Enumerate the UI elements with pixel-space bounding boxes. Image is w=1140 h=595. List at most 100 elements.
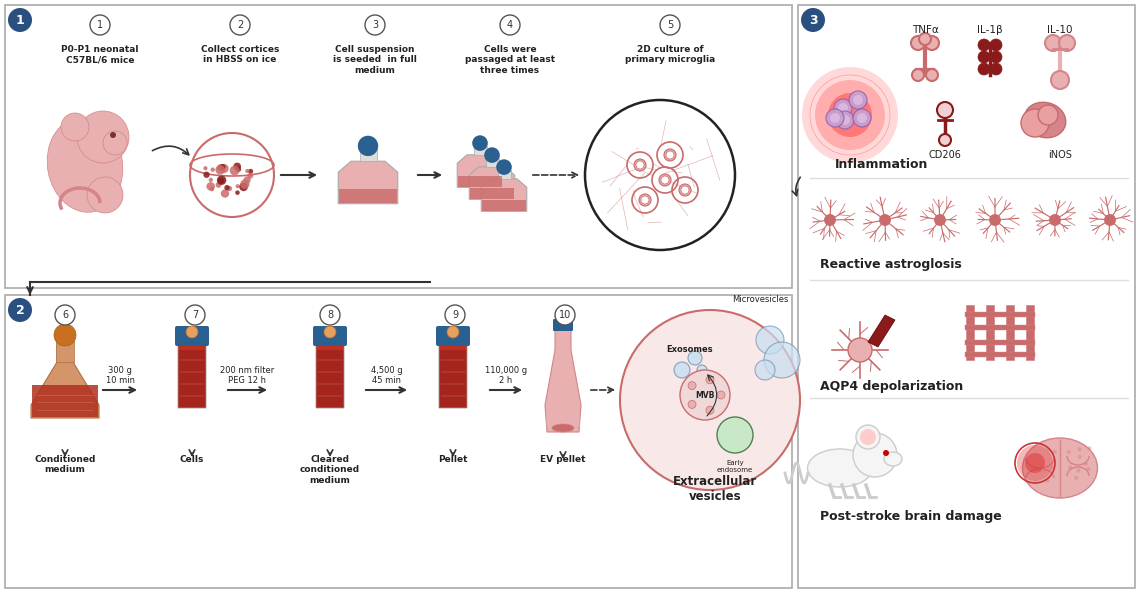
Bar [359, 142, 377, 149]
Circle shape [937, 102, 953, 118]
Circle shape [1076, 469, 1081, 472]
Text: Post-stroke brain damage: Post-stroke brain damage [820, 510, 1002, 523]
Circle shape [1104, 214, 1116, 226]
Circle shape [90, 15, 109, 35]
Circle shape [1068, 465, 1073, 469]
Polygon shape [473, 146, 487, 155]
Bar [964, 340, 1035, 345]
Text: 5: 5 [667, 20, 673, 30]
Circle shape [235, 190, 239, 195]
Text: EV pellet: EV pellet [540, 455, 586, 464]
Circle shape [236, 184, 239, 188]
Circle shape [815, 80, 885, 150]
Circle shape [834, 99, 852, 117]
Circle shape [674, 362, 690, 378]
Circle shape [472, 135, 488, 151]
Polygon shape [359, 149, 376, 161]
Circle shape [853, 433, 897, 477]
Circle shape [185, 305, 205, 325]
Circle shape [244, 176, 251, 183]
Text: CD206: CD206 [929, 150, 961, 160]
Circle shape [764, 342, 800, 378]
Text: iNOS: iNOS [1048, 150, 1072, 160]
Circle shape [661, 176, 669, 184]
Circle shape [1077, 455, 1082, 459]
Circle shape [1034, 478, 1037, 483]
Circle shape [55, 305, 75, 325]
Text: Conditioned
medium: Conditioned medium [34, 455, 96, 474]
Circle shape [824, 214, 836, 226]
Circle shape [641, 196, 649, 204]
Ellipse shape [1023, 438, 1098, 498]
Text: Collect cortices
in HBSS on ice: Collect cortices in HBSS on ice [201, 45, 279, 64]
Circle shape [210, 187, 214, 191]
Circle shape [660, 15, 679, 35]
Circle shape [838, 103, 848, 113]
Circle shape [1021, 109, 1049, 137]
Circle shape [620, 310, 800, 490]
FancyBboxPatch shape [435, 326, 470, 346]
Bar [964, 325, 1035, 330]
Circle shape [840, 115, 850, 125]
Circle shape [801, 8, 825, 32]
Polygon shape [31, 345, 99, 418]
Polygon shape [457, 155, 503, 187]
Circle shape [853, 109, 871, 127]
Circle shape [836, 111, 854, 129]
Circle shape [217, 164, 225, 172]
Circle shape [666, 151, 674, 159]
Text: Cell suspension
is seeded  in full
medium: Cell suspension is seeded in full medium [333, 45, 417, 75]
FancyBboxPatch shape [314, 326, 347, 346]
Circle shape [211, 168, 215, 172]
Ellipse shape [552, 424, 575, 432]
Circle shape [215, 182, 221, 188]
Circle shape [235, 167, 242, 172]
Circle shape [496, 159, 512, 175]
Ellipse shape [807, 449, 872, 487]
Text: 9: 9 [451, 311, 458, 321]
Circle shape [78, 111, 129, 163]
Circle shape [849, 91, 868, 109]
Circle shape [1039, 105, 1058, 125]
Polygon shape [440, 350, 466, 407]
Circle shape [241, 180, 250, 189]
Text: 300 g
10 min: 300 g 10 min [106, 365, 135, 385]
Circle shape [934, 214, 946, 226]
Circle shape [8, 298, 32, 322]
Text: IL-1β: IL-1β [977, 25, 1003, 35]
Circle shape [249, 169, 253, 174]
Circle shape [803, 67, 898, 163]
Circle shape [585, 100, 735, 250]
Text: 1: 1 [16, 14, 24, 27]
Text: Cleared
conditioned
medium: Cleared conditioned medium [300, 455, 360, 485]
Circle shape [990, 63, 1002, 75]
Circle shape [689, 400, 697, 408]
Polygon shape [497, 170, 511, 179]
Text: 7: 7 [192, 311, 198, 321]
Circle shape [1086, 467, 1091, 471]
Circle shape [663, 149, 676, 161]
Circle shape [103, 131, 127, 155]
Circle shape [659, 174, 671, 186]
Text: Exosomes: Exosomes [667, 345, 714, 354]
Polygon shape [179, 350, 205, 407]
Circle shape [634, 159, 646, 171]
Text: TNFα: TNFα [912, 25, 938, 35]
Circle shape [109, 132, 116, 138]
Circle shape [1074, 476, 1078, 480]
Circle shape [1045, 35, 1061, 51]
Bar [798, 5, 1135, 588]
Circle shape [925, 36, 939, 50]
Circle shape [218, 177, 225, 184]
Bar [497, 164, 511, 170]
Bar [56, 340, 74, 362]
Polygon shape [317, 350, 343, 407]
Bar [964, 352, 1035, 357]
Circle shape [221, 189, 229, 198]
Circle shape [220, 164, 226, 170]
Polygon shape [486, 158, 498, 167]
Bar [986, 305, 994, 360]
Ellipse shape [1024, 102, 1066, 138]
Ellipse shape [884, 452, 902, 466]
Circle shape [911, 36, 925, 50]
